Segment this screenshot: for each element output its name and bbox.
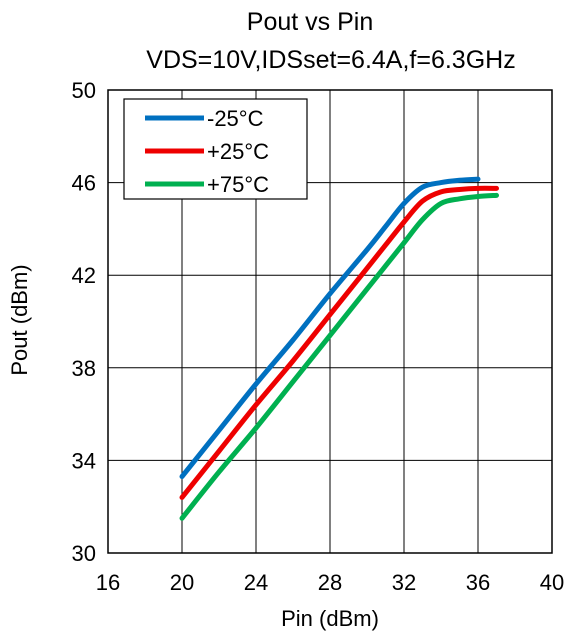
series-line-2: [179, 192, 499, 521]
y-tick-label: 46: [72, 171, 96, 196]
x-tick-label: 24: [244, 570, 268, 595]
y-tick-label: 34: [72, 448, 96, 473]
y-tick-label: 30: [72, 541, 96, 566]
legend-label-0: -25°C: [207, 106, 264, 131]
x-tick-label: 36: [466, 570, 490, 595]
series-layer: [179, 176, 499, 521]
y-tick-label: 42: [72, 263, 96, 288]
chart-subtitle: VDS=10V,IDSset=6.4A,f=6.3GHz: [146, 46, 515, 74]
tick-labels: 16 20 24 28 32 36 40 30 34 38 42 46 50: [72, 78, 565, 595]
y-tick-label: 38: [72, 356, 96, 381]
x-tick-label: 16: [96, 570, 120, 595]
legend-label-2: +75°C: [207, 172, 269, 197]
y-axis-label: Pout (dBm): [7, 264, 32, 375]
x-tick-label: 28: [318, 570, 342, 595]
x-tick-label: 40: [540, 570, 564, 595]
y-tick-label: 50: [72, 78, 96, 103]
x-axis-label: Pin (dBm): [281, 606, 379, 631]
legend: -25°C +25°C +75°C: [123, 98, 308, 200]
x-tick-label: 32: [392, 570, 416, 595]
x-tick-label: 20: [170, 570, 194, 595]
series-line-1: [179, 185, 499, 500]
series-line-0: [179, 176, 481, 480]
plot-area-border: [107, 89, 553, 554]
chart-title: Pout vs Pin: [247, 8, 373, 36]
legend-label-1: +25°C: [207, 139, 269, 164]
